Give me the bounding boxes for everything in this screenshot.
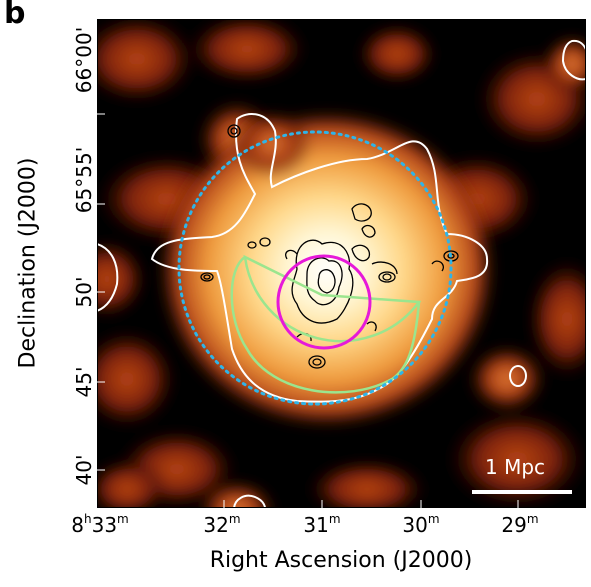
tick-marks: [97, 113, 519, 508]
scale-bar-line: [472, 490, 572, 494]
radio-xray-map: [97, 19, 586, 508]
green-sector: [243, 254, 422, 343]
white-contour-main: [150, 113, 489, 403]
xtick-hour: 8: [71, 513, 84, 537]
xlabel: Right Ascension (J2000): [209, 548, 473, 573]
xtick-32m: 32m: [203, 512, 241, 537]
xtick-29m: 29m: [501, 512, 539, 537]
image-plot: [97, 19, 586, 508]
green-sector-arc-outer: [230, 255, 421, 394]
ytick-55-group: 65°55': [72, 147, 96, 213]
dotted-blue-circle: [177, 130, 453, 406]
radio-contours: [200, 124, 459, 369]
scale-bar-label: 1 Mpc: [485, 455, 546, 479]
white-contour-left: [97, 243, 119, 312]
white-contour-topright: [561, 39, 586, 81]
ytick-45: 45': [72, 366, 96, 398]
white-contour-small: [509, 365, 527, 387]
cluster-emission: [157, 109, 497, 429]
plot-frame: [97, 19, 586, 508]
panel-letter: b: [4, 0, 26, 31]
xtick-min-33: 33: [91, 513, 118, 537]
ytick-prefix-65: 65°: [72, 177, 96, 214]
xtick-8h33m: 8h33m: [71, 512, 129, 537]
ytick-50: 50': [72, 276, 96, 308]
ytick-40: 40': [72, 454, 96, 486]
white-contour-bottom: [233, 494, 266, 508]
ytick-55: 55': [72, 146, 96, 178]
xtick-30m: 30m: [402, 512, 440, 537]
xtick-31m: 31m: [303, 512, 341, 537]
ytick-66-00: 66°00': [72, 26, 96, 94]
magenta-circle: [276, 254, 372, 350]
ylabel: Declination (J2000): [15, 157, 41, 369]
